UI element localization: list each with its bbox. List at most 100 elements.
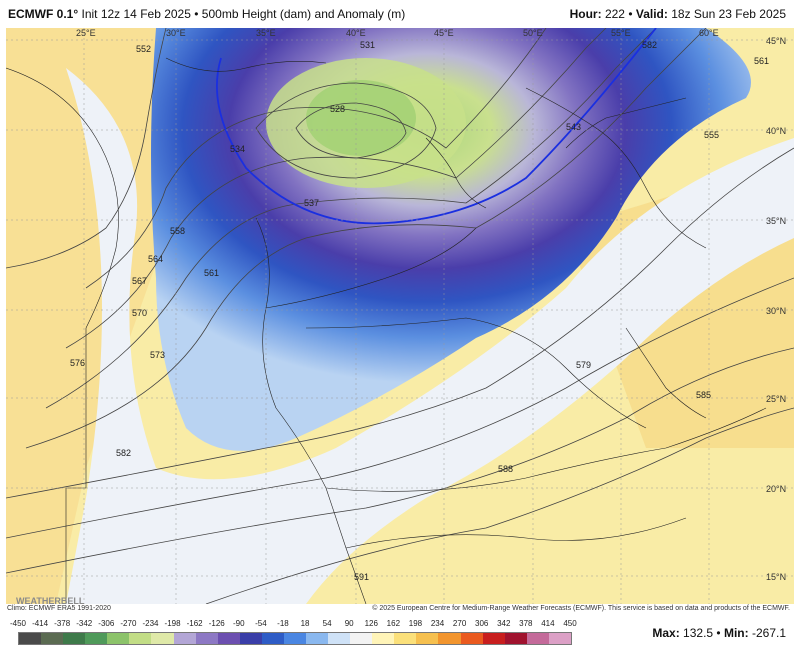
colorbar-tick: 54 xyxy=(322,619,332,628)
border-line xyxy=(165,57,327,72)
colorbar-swatch xyxy=(195,633,218,644)
border-line xyxy=(305,317,647,429)
colorbar-swatch xyxy=(460,633,483,644)
contour-label: 537 xyxy=(304,198,319,208)
contour-label: 555 xyxy=(704,130,719,140)
colorbar-tick: -270 xyxy=(120,619,137,628)
lon-tick: 50°E xyxy=(523,28,543,38)
contour-label: 570 xyxy=(132,308,147,318)
contour-line xyxy=(6,347,794,574)
valid-label: Valid: xyxy=(635,7,668,21)
max-min-readout: Max: 132.5 • Min: -267.1 xyxy=(652,626,786,640)
contour-label: 552 xyxy=(136,44,151,54)
lat-tick: 25°N xyxy=(766,394,786,404)
min-label: Min: xyxy=(723,626,749,640)
colorbar-swatch xyxy=(129,633,152,644)
hour-value: 222 xyxy=(604,7,625,21)
contour-line xyxy=(255,82,437,179)
lon-tick: 55°E xyxy=(611,28,631,38)
border-line xyxy=(325,407,767,492)
contour-label: 576 xyxy=(70,358,85,368)
colorbar-tick: 342 xyxy=(497,619,511,628)
colorbar-tick: -306 xyxy=(98,619,115,628)
height-contours xyxy=(6,28,794,604)
contour-line xyxy=(65,28,607,349)
product-title: ECMWF 0.1° Init 12z 14 Feb 2025 • 500mb … xyxy=(8,7,405,21)
colorbar-tick: 450 xyxy=(563,619,577,628)
colorbar-tick: -342 xyxy=(76,619,93,628)
lon-tick: 30°E xyxy=(166,28,186,38)
colorbar-swatch xyxy=(261,633,284,644)
colorbar-tick: -198 xyxy=(164,619,181,628)
colorbar-tick: 306 xyxy=(474,619,489,628)
colorbar-swatch xyxy=(85,633,108,644)
colorbar xyxy=(18,632,572,645)
contour-label: 585 xyxy=(696,390,711,400)
contour-label: 573 xyxy=(150,350,165,360)
max-label: Max: xyxy=(652,626,680,640)
colorbar-swatch xyxy=(41,633,64,644)
colorbar-swatch xyxy=(438,633,461,644)
contour-label: 567 xyxy=(132,276,147,286)
contour-label: 591 xyxy=(354,572,369,582)
colorbar-swatch xyxy=(548,633,571,644)
contour-line xyxy=(6,277,794,539)
colorbar-tick: -18 xyxy=(277,619,289,628)
contour-line xyxy=(85,28,547,289)
lat-tick: 35°N xyxy=(766,216,786,226)
weatherbell-logo: WEATHERBELL xyxy=(16,596,85,604)
colorbar-tick-labels: -450 -414 -378 -342 -306 -270 -234 -198 -162 -126… xyxy=(6,619,577,631)
colorbar-swatch xyxy=(107,633,130,644)
contour-label: 582 xyxy=(642,40,657,50)
colorbar-swatch xyxy=(372,633,395,644)
colorbar-tick: -234 xyxy=(142,619,159,628)
colorbar-tick: 270 xyxy=(452,619,467,628)
colorbar-tick: 414 xyxy=(541,619,555,628)
contour-label: 564 xyxy=(148,254,163,264)
colorbar-swatch xyxy=(19,633,42,644)
contour-label: 582 xyxy=(116,448,131,458)
colorbar-tick: 126 xyxy=(364,619,378,628)
lat-tick: 40°N xyxy=(766,126,786,136)
latitude-tick-labels: 45°N 40°N 35°N 30°N 25°N 20°N 15°N xyxy=(766,36,786,582)
colorbar-swatch xyxy=(504,633,527,644)
border-line xyxy=(345,517,687,549)
lon-tick: 45°E xyxy=(434,28,454,38)
lon-tick: 40°E xyxy=(346,28,366,38)
colorbar-swatch xyxy=(173,633,196,644)
ecmwf-copyright: © 2025 European Centre for Medium-Range … xyxy=(372,605,790,612)
contour-line xyxy=(6,147,794,499)
graticule xyxy=(6,28,794,604)
contour-line xyxy=(45,28,657,409)
colorbar-tick: -126 xyxy=(208,619,225,628)
colorbar-tick: -414 xyxy=(32,619,49,628)
lon-tick: 60°E xyxy=(699,28,719,38)
contour-value-labels: 552 558 564 567 570 573 576 582 588 591 … xyxy=(70,40,769,582)
border-line xyxy=(6,67,119,329)
colorbar-swatch xyxy=(394,633,417,644)
contour-label: 561 xyxy=(204,268,219,278)
colorbar-swatch xyxy=(526,633,549,644)
border-line xyxy=(265,227,477,309)
colorbar-swatch xyxy=(350,633,373,644)
colorbar-swatch xyxy=(217,633,240,644)
trough-core-anomaly xyxy=(306,80,416,156)
colorbar-swatch xyxy=(328,633,351,644)
colorbar-tick: 198 xyxy=(408,619,423,628)
model-name: ECMWF 0.1° xyxy=(8,7,79,21)
neutral-anomaly-band xyxy=(66,68,794,604)
border-line xyxy=(625,327,707,419)
contour-label: 558 xyxy=(170,226,185,236)
lon-tick: 25°E xyxy=(76,28,96,38)
longitude-tick-labels: 25°E 30°E 35°E 40°E 45°E 50°E 55°E 60°E xyxy=(76,28,719,38)
border-line xyxy=(255,217,367,604)
border-line xyxy=(565,97,687,149)
init-time: Init 12z 14 Feb 2025 xyxy=(81,7,191,21)
colorbar-tick: 90 xyxy=(344,619,354,628)
colorbar-swatch xyxy=(306,633,329,644)
contour-label: 528 xyxy=(330,104,345,114)
colorbar-tick: 234 xyxy=(430,619,445,628)
colorbar-swatch xyxy=(151,633,174,644)
colorbar-tick: 162 xyxy=(386,619,401,628)
lat-tick: 20°N xyxy=(766,484,786,494)
